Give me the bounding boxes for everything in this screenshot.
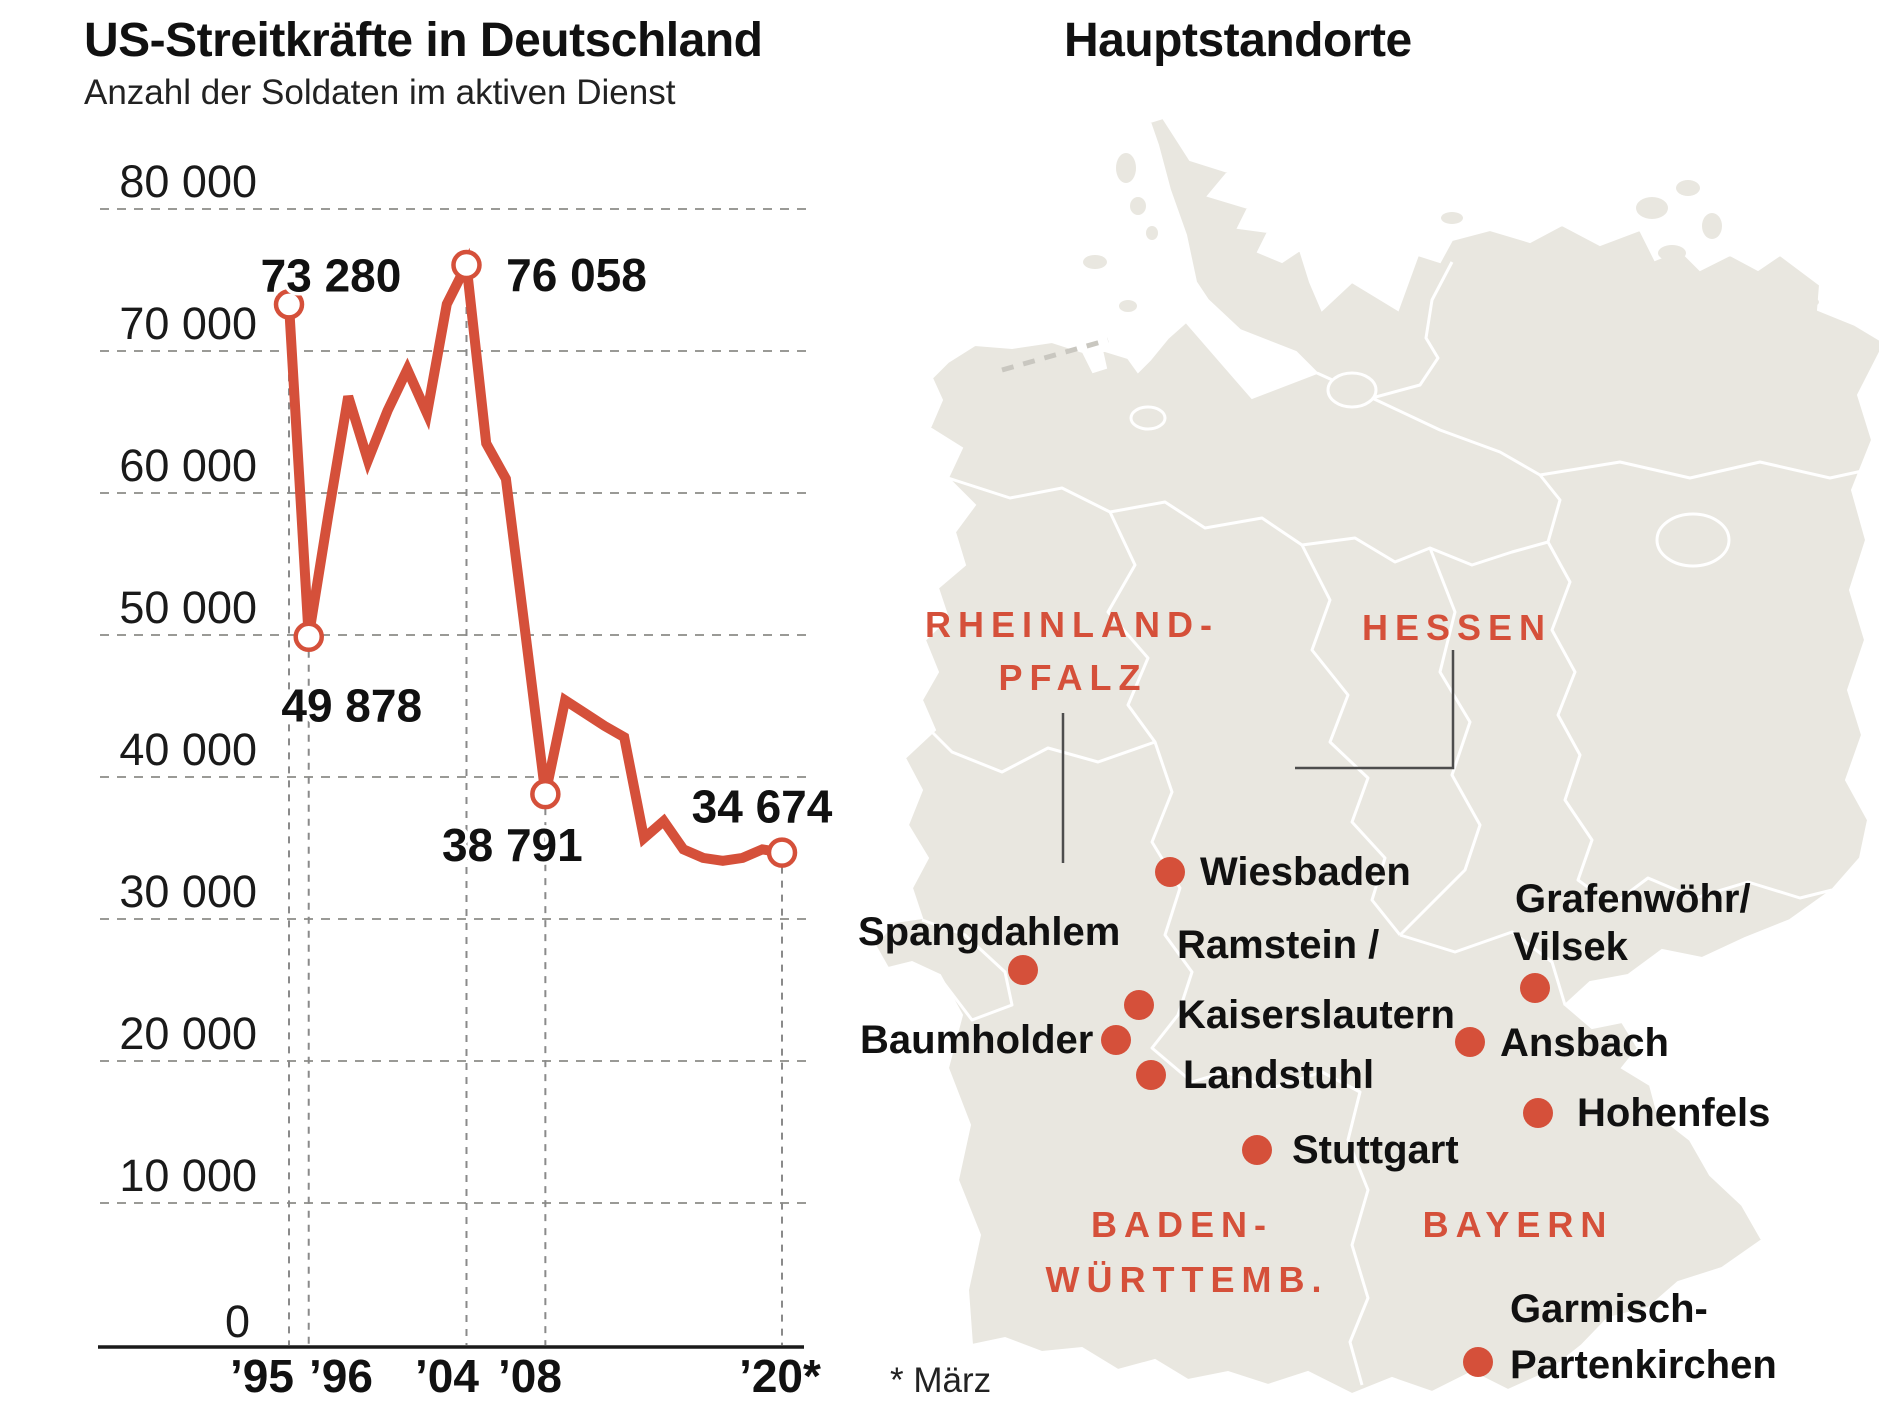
y-tick-40000: 40 000 (119, 724, 257, 775)
germany-outline (873, 116, 1880, 1396)
hamburg-enclave (1326, 371, 1378, 409)
ramstein-kaiserslautern-dot (1124, 990, 1154, 1020)
x-tick-04: ’04 (415, 1350, 479, 1402)
wiesbaden-label: Wiesbaden (1200, 850, 1411, 894)
y-tick-60000: 60 000 (119, 440, 257, 491)
stuttgart-dot (1242, 1135, 1272, 1165)
value-label-1995: 73 280 (261, 249, 402, 301)
value-label-2020: 34 674 (692, 781, 833, 833)
x-tick-20: ’20* (739, 1350, 821, 1402)
baumholder-dot (1101, 1025, 1131, 1055)
garmisch-label-line2: Partenkirchen (1510, 1343, 1777, 1387)
grafenwoehr-label: Grafenwöhr/ (1515, 877, 1751, 921)
hohenfels-dot (1523, 1098, 1553, 1128)
ansbach-dot (1455, 1027, 1485, 1057)
troops-chart: US-Streitkräfte in Deutschland Anzahl de… (84, 14, 991, 1402)
footnote-maerz: * März (890, 1361, 991, 1400)
spangdahlem-label: Spangdahlem (858, 910, 1120, 954)
x-tick-96: ’96 (309, 1350, 373, 1402)
garmisch-label-line1: Garmisch- (1510, 1287, 1708, 1331)
landstuhl-label: Landstuhl (1183, 1053, 1374, 1097)
y-tick-70000: 70 000 (119, 298, 257, 349)
germany-map: Hauptstandorte RHEINLAND- PFALZ HESSEN B… (858, 14, 1880, 1396)
landstuhl-dot (1136, 1060, 1166, 1090)
north-sea-islands (1001, 153, 1158, 373)
data-point-2008 (530, 778, 561, 810)
hohenfels-label: Hohenfels (1577, 1091, 1770, 1135)
region-label-baden-wuerttemberg-line1: BADEN- (1091, 1204, 1273, 1245)
ansbach-label: Ansbach (1500, 1021, 1669, 1065)
y-tick-30000: 30 000 (119, 866, 257, 917)
region-label-bayern: BAYERN (1423, 1204, 1614, 1245)
data-point-2004 (451, 249, 482, 281)
hessen-leader-line (1295, 650, 1455, 770)
y-tick-10000: 10 000 (119, 1150, 257, 1201)
value-label-2004: 76 058 (506, 249, 647, 301)
map-title: Hauptstandorte (1064, 14, 1412, 67)
x-tick-08: ’08 (498, 1350, 562, 1402)
ramstein-label: Ramstein / (1177, 923, 1379, 967)
region-label-rheinland-pfalz-line2: PFALZ (999, 657, 1148, 698)
baltic-islands (1441, 180, 1819, 309)
chart-subtitle: Anzahl der Soldaten im aktiven Dienst (84, 73, 676, 112)
spangdahlem-dot (1008, 955, 1038, 985)
y-tick-80000: 80 000 (119, 156, 257, 207)
chart-title: US-Streitkräfte in Deutschland (84, 14, 762, 67)
wiesbaden-dot (1155, 857, 1185, 887)
series-value-labels: 73 280 49 878 76 058 38 791 34 674 (257, 245, 836, 874)
city-markers (1008, 857, 1553, 1377)
region-label-hessen: HESSEN (1362, 607, 1552, 648)
east-frisian-islands-chain (1001, 337, 1109, 373)
region-label-baden-wuerttemberg-line2: WÜRTTEMB. (1046, 1259, 1329, 1300)
y-tick-labels: 80 000 70 000 60 000 50 000 40 000 30 00… (119, 156, 257, 1347)
value-label-2008: 38 791 (442, 819, 583, 871)
stuttgart-label: Stuttgart (1292, 1128, 1459, 1172)
baumholder-label: Baumholder (860, 1018, 1093, 1062)
grafenwoehr-vilsek-dot (1520, 973, 1550, 1003)
data-point-1996 (293, 621, 324, 652)
x-tick-95: ’95 (230, 1350, 294, 1402)
year-gridlines (288, 264, 783, 1345)
data-point-1995 (273, 289, 305, 320)
kaiserslautern-label: Kaiserslautern (1177, 993, 1455, 1037)
troops-line-series (284, 247, 783, 866)
data-point-2020 (766, 837, 798, 868)
series-markers (273, 249, 798, 868)
city-labels: Wiesbaden Spangdahlem Ramstein / Kaisers… (858, 850, 1777, 1387)
y-tick-20000: 20 000 (119, 1008, 257, 1059)
berlin-enclave (1655, 512, 1731, 568)
garmisch-dot (1463, 1347, 1493, 1377)
state-borders (921, 261, 1877, 1386)
region-label-rheinland-pfalz-line1: RHEINLAND- (925, 604, 1219, 645)
vilsek-label: Vilsek (1513, 925, 1629, 969)
value-label-1996: 49 878 (281, 680, 422, 732)
y-tick-50000: 50 000 (119, 582, 257, 633)
y-tick-0: 0 (225, 1296, 250, 1347)
x-tick-labels: ’95 ’96 ’04 ’08 ’20* (230, 1350, 821, 1402)
bremen-enclave (1129, 405, 1167, 431)
